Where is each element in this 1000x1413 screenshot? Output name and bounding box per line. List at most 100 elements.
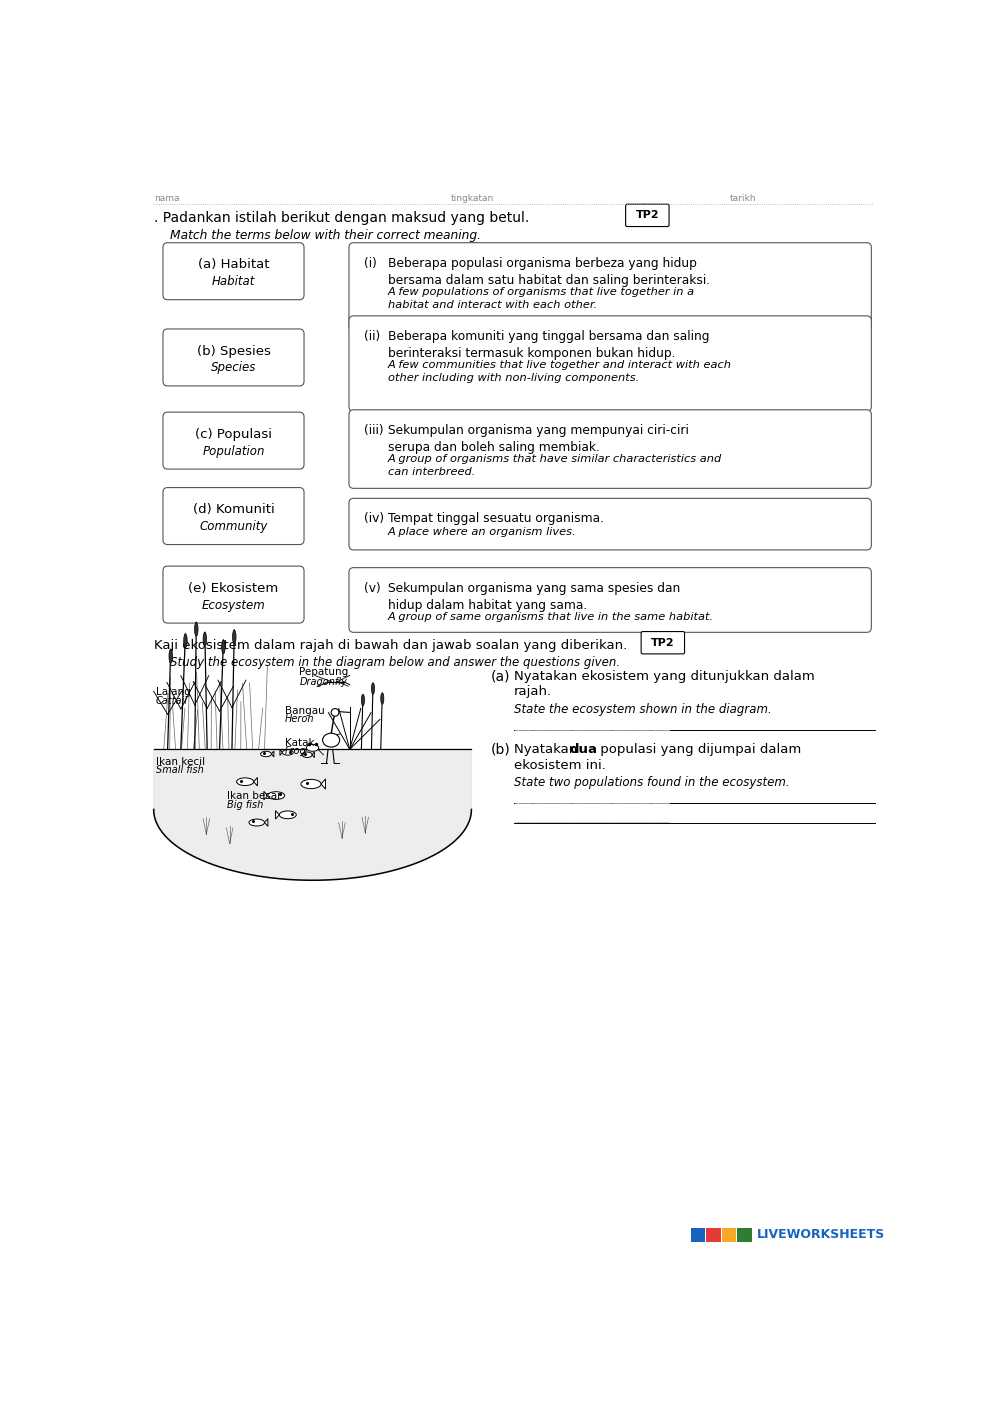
Ellipse shape	[302, 752, 312, 757]
Text: Big fish: Big fish	[227, 800, 264, 810]
Text: Species: Species	[211, 362, 256, 374]
Text: A group of same organisms that live in the same habitat.: A group of same organisms that live in t…	[388, 612, 714, 622]
Text: Dragonfly: Dragonfly	[299, 677, 347, 687]
Polygon shape	[264, 818, 268, 827]
FancyBboxPatch shape	[626, 205, 669, 226]
Text: (i): (i)	[364, 257, 377, 270]
Text: Bangau: Bangau	[285, 706, 324, 716]
Text: ________________________________: ________________________________	[514, 812, 670, 824]
Text: Pepatung: Pepatung	[299, 667, 349, 677]
FancyBboxPatch shape	[349, 568, 871, 633]
Ellipse shape	[306, 745, 319, 752]
Text: (iii): (iii)	[364, 424, 384, 437]
Text: Habitat: Habitat	[212, 276, 255, 288]
Text: (a): (a)	[491, 670, 510, 682]
Text: Frog: Frog	[285, 746, 307, 756]
Text: A few communities that live together and interact with each
other including with: A few communities that live together and…	[388, 360, 732, 383]
Text: tingkatan: tingkatan	[450, 194, 494, 203]
FancyBboxPatch shape	[163, 567, 304, 623]
Text: Community: Community	[199, 520, 268, 533]
Text: Nyatakan: Nyatakan	[514, 743, 582, 756]
Text: Cattail: Cattail	[156, 697, 188, 706]
Text: LIVEWORKSHEETS: LIVEWORKSHEETS	[757, 1228, 885, 1242]
Ellipse shape	[361, 694, 364, 706]
FancyBboxPatch shape	[349, 499, 871, 550]
FancyBboxPatch shape	[349, 243, 871, 331]
Polygon shape	[271, 752, 274, 757]
Ellipse shape	[268, 791, 285, 800]
Text: nama: nama	[154, 194, 180, 203]
Text: Match the terms below with their correct meaning.: Match the terms below with their correct…	[170, 229, 481, 242]
Text: (v): (v)	[364, 582, 381, 595]
Polygon shape	[254, 777, 257, 786]
Polygon shape	[275, 811, 279, 820]
FancyBboxPatch shape	[349, 317, 871, 411]
Text: Katak: Katak	[285, 738, 314, 747]
Text: (b) Spesies: (b) Spesies	[197, 345, 270, 357]
Text: Ikan besar: Ikan besar	[227, 791, 282, 801]
Text: populasi yang dijumpai dalam: populasi yang dijumpai dalam	[596, 743, 801, 756]
Text: Nyatakan ekosistem yang ditunjukkan dalam: Nyatakan ekosistem yang ditunjukkan dala…	[514, 670, 815, 682]
Ellipse shape	[195, 622, 198, 636]
Ellipse shape	[282, 750, 293, 755]
Polygon shape	[321, 779, 326, 788]
Text: (ii): (ii)	[364, 329, 381, 343]
Polygon shape	[154, 749, 471, 880]
Text: A place where an organism lives.: A place where an organism lives.	[388, 527, 576, 537]
Text: Beberapa komuniti yang tinggal bersama dan saling
berinteraksi termasuk komponen: Beberapa komuniti yang tinggal bersama d…	[388, 329, 709, 360]
Polygon shape	[264, 791, 268, 800]
Text: rajah.: rajah.	[514, 685, 552, 698]
Text: TP2: TP2	[651, 637, 675, 647]
Text: Kaji ekosistem dalam rajah di bawah dan jawab soalan yang diberikan.: Kaji ekosistem dalam rajah di bawah dan …	[154, 639, 628, 653]
Text: (c) Populasi: (c) Populasi	[195, 428, 272, 441]
Text: Tempat tinggal sesuatu organisma.: Tempat tinggal sesuatu organisma.	[388, 512, 604, 526]
Ellipse shape	[184, 634, 187, 647]
Text: (b): (b)	[491, 742, 511, 756]
Circle shape	[331, 708, 339, 716]
Ellipse shape	[203, 633, 207, 646]
Bar	[691, 1228, 705, 1242]
Bar	[737, 1228, 752, 1242]
Text: Beberapa populasi organisma berbeza yang hidup
bersama dalam satu habitat dan sa: Beberapa populasi organisma berbeza yang…	[388, 257, 710, 287]
Ellipse shape	[233, 630, 236, 644]
Text: ________________________________: ________________________________	[514, 721, 670, 731]
Text: ekosistem ini.: ekosistem ini.	[514, 759, 606, 771]
Ellipse shape	[261, 752, 271, 757]
FancyBboxPatch shape	[163, 243, 304, 300]
FancyBboxPatch shape	[641, 632, 685, 654]
Ellipse shape	[222, 640, 225, 654]
FancyBboxPatch shape	[163, 487, 304, 544]
Text: Heron: Heron	[285, 715, 314, 725]
Text: A group of organisms that have similar characteristics and
can interbreed.: A group of organisms that have similar c…	[388, 454, 722, 478]
Bar	[706, 1228, 721, 1242]
Ellipse shape	[249, 820, 264, 827]
Ellipse shape	[381, 692, 384, 704]
Text: tarikh: tarikh	[730, 194, 756, 203]
Bar	[722, 1228, 736, 1242]
FancyBboxPatch shape	[349, 410, 871, 489]
Text: Sekumpulan organisma yang mempunyai ciri-ciri
serupa dan boleh saling membiak.: Sekumpulan organisma yang mempunyai ciri…	[388, 424, 689, 454]
Text: Ecosystem: Ecosystem	[202, 599, 265, 612]
FancyBboxPatch shape	[163, 413, 304, 469]
Text: (a) Habitat: (a) Habitat	[198, 259, 269, 271]
Text: State two populations found in the ecosystem.: State two populations found in the ecosy…	[514, 776, 790, 790]
Text: Small fish: Small fish	[156, 766, 204, 776]
Text: ________________________________: ________________________________	[514, 794, 670, 804]
Text: (iv): (iv)	[364, 512, 385, 526]
Text: (e) Ekosistem: (e) Ekosistem	[188, 582, 279, 595]
Text: State the ecosystem shown in the diagram.: State the ecosystem shown in the diagram…	[514, 704, 772, 716]
Text: Study the ecosystem in the diagram below and answer the questions given.: Study the ecosystem in the diagram below…	[170, 656, 620, 670]
Polygon shape	[280, 749, 282, 756]
Text: Lalang: Lalang	[156, 688, 191, 698]
Ellipse shape	[237, 779, 254, 786]
Ellipse shape	[169, 649, 172, 663]
Ellipse shape	[371, 682, 375, 694]
Text: Population: Population	[202, 445, 265, 458]
Text: (d) Komuniti: (d) Komuniti	[193, 503, 274, 516]
Polygon shape	[312, 752, 314, 757]
Ellipse shape	[279, 811, 296, 818]
Text: TP2: TP2	[636, 211, 659, 220]
Text: Ikan kecil: Ikan kecil	[156, 757, 205, 767]
FancyBboxPatch shape	[163, 329, 304, 386]
Text: A few populations of organisms that live together in a
habitat and interact with: A few populations of organisms that live…	[388, 287, 695, 311]
